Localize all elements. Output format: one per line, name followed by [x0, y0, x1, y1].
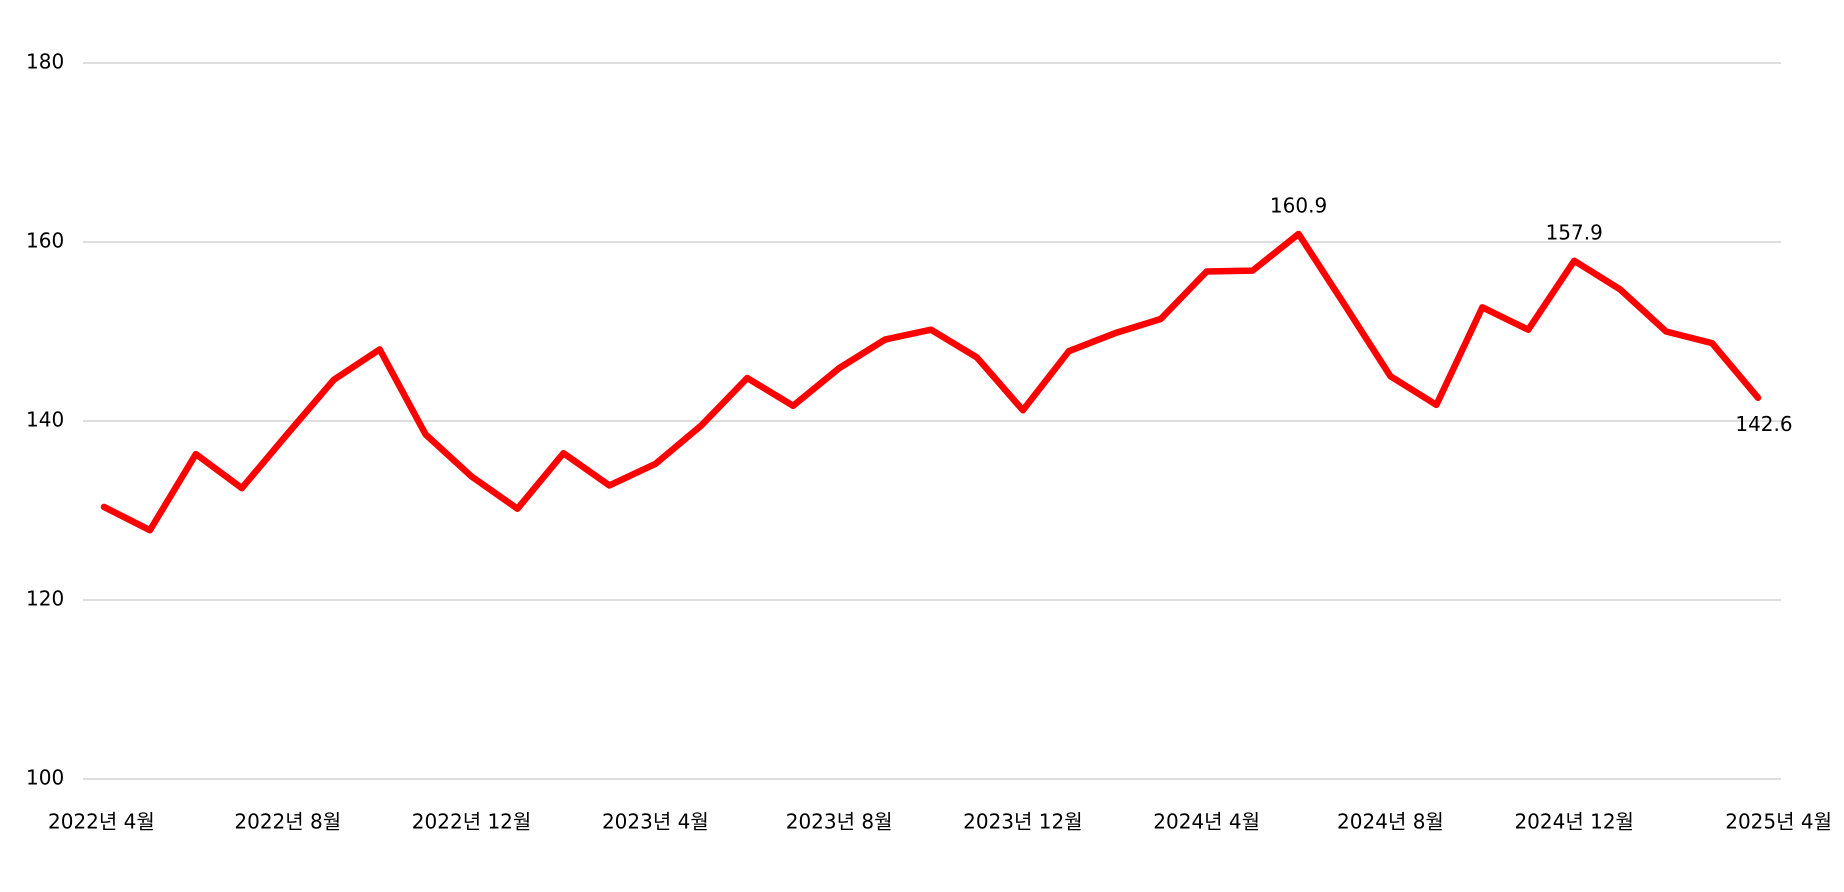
x-tick-label: 2023년 4월 [602, 810, 709, 834]
data-label: 142.6 [1735, 412, 1792, 436]
y-tick-label: 140 [26, 408, 64, 432]
data-label: 157.9 [1546, 220, 1603, 244]
x-tick-label: 2022년 4월 [48, 810, 155, 834]
x-tick-label: 2024년 8월 [1337, 810, 1444, 834]
x-tick-label: 2023년 12월 [963, 810, 1083, 834]
series-line [100, 230, 1762, 534]
y-tick-label: 160 [26, 229, 64, 253]
x-tick-label: 2024년 12월 [1514, 810, 1634, 834]
x-tick-label: 2022년 8월 [234, 810, 341, 834]
y-tick-label: 180 [26, 50, 64, 74]
x-tick-label: 2025년 4월 [1725, 810, 1832, 834]
x-tick-label: 2022년 12월 [412, 810, 532, 834]
x-tick-label: 2023년 8월 [786, 810, 893, 834]
x-tick-label: 2024년 4월 [1153, 810, 1260, 834]
y-tick-label: 100 [26, 766, 64, 790]
data-label: 160.9 [1270, 193, 1327, 217]
y-tick-label: 120 [26, 587, 64, 611]
